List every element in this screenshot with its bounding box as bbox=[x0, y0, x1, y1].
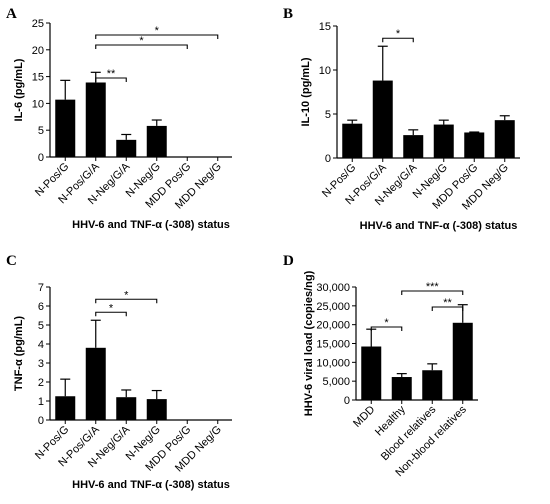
significance-label: ** bbox=[107, 68, 116, 80]
y-axis-title: TNF-α (pg/mL) bbox=[13, 316, 25, 392]
y-tick-label: 0 bbox=[38, 415, 44, 427]
y-tick-label: 10 bbox=[319, 65, 331, 77]
significance-label: * bbox=[155, 25, 160, 37]
panel-letter: A bbox=[6, 6, 17, 22]
y-tick-label: 2 bbox=[38, 377, 44, 389]
y-tick-label: 15 bbox=[319, 21, 331, 33]
significance-bracket bbox=[95, 298, 158, 304]
y-tick-label: 25,000 bbox=[316, 301, 350, 313]
bar bbox=[372, 80, 393, 158]
y-tick-label: 5 bbox=[325, 109, 331, 121]
bar bbox=[85, 347, 106, 420]
y-tick-label: 5 bbox=[38, 320, 44, 332]
category-label: MDD bbox=[351, 404, 377, 430]
y-axis-title: IL-6 (pg/mL) bbox=[13, 58, 25, 121]
y-tick-label: 15,000 bbox=[316, 339, 350, 351]
y-tick-label: 15 bbox=[32, 72, 44, 84]
significance-label: * bbox=[124, 289, 129, 301]
bar bbox=[85, 82, 106, 157]
y-tick-label: 5 bbox=[38, 125, 44, 137]
significance-label: * bbox=[396, 28, 401, 40]
y-tick-label: 20,000 bbox=[316, 320, 350, 332]
bar bbox=[433, 124, 454, 158]
bar bbox=[342, 123, 363, 158]
bar bbox=[361, 346, 382, 400]
bar bbox=[116, 397, 137, 420]
x-axis-title: HHV-6 and TNF-α (-308) status bbox=[360, 220, 518, 232]
significance-label: * bbox=[109, 302, 114, 314]
y-tick-label: 3 bbox=[38, 358, 44, 370]
significance-bracket bbox=[95, 34, 219, 39]
y-tick-label: 10,000 bbox=[316, 357, 350, 369]
bar bbox=[464, 132, 485, 158]
bar bbox=[391, 377, 412, 400]
y-tick-label: 0 bbox=[325, 153, 331, 165]
panel-letter: D bbox=[283, 253, 294, 269]
bar bbox=[116, 139, 137, 157]
y-tick-label: 10 bbox=[32, 98, 44, 110]
y-axis-title: HHV-6 viral load (copies/ng) bbox=[303, 270, 315, 416]
y-tick-label: 6 bbox=[38, 301, 44, 313]
significance-bracket bbox=[95, 77, 127, 82]
significance-bracket bbox=[431, 306, 464, 311]
y-tick-label: 0 bbox=[38, 152, 44, 164]
y-tick-label: 0 bbox=[344, 395, 350, 407]
significance-label: * bbox=[139, 35, 144, 47]
bar bbox=[403, 135, 424, 158]
panel-letter: B bbox=[283, 6, 293, 22]
y-tick-label: 1 bbox=[38, 396, 44, 408]
y-tick-label: 7 bbox=[38, 282, 44, 294]
panel-letter: C bbox=[6, 253, 17, 269]
bar bbox=[494, 120, 515, 158]
bar bbox=[55, 396, 76, 420]
bar bbox=[55, 99, 76, 157]
y-tick-label: 5,000 bbox=[322, 376, 350, 388]
bar bbox=[452, 322, 473, 400]
x-axis-title: HHV-6 and TNF-α (-308) status bbox=[72, 479, 230, 491]
significance-bracket bbox=[382, 37, 414, 43]
significance-bracket bbox=[401, 290, 464, 295]
significance-label: *** bbox=[426, 281, 440, 293]
x-axis-title: HHV-6 and TNF-α (-308) status bbox=[72, 219, 230, 231]
significance-bracket bbox=[370, 326, 403, 331]
bar bbox=[146, 399, 167, 420]
bar bbox=[422, 370, 443, 400]
bar bbox=[146, 125, 167, 157]
significance-bracket bbox=[95, 44, 188, 49]
y-tick-label: 20 bbox=[32, 45, 44, 57]
significance-bracket bbox=[95, 311, 127, 317]
significance-label: ** bbox=[443, 297, 452, 309]
y-axis-title: IL-10 (pg/mL) bbox=[300, 57, 312, 126]
panel-d: D 0 5,000 10,000 15,000 20,000 25,000 30,000HHV… bbox=[283, 253, 478, 479]
y-tick-label: 30,000 bbox=[316, 282, 350, 294]
significance-label: * bbox=[384, 317, 389, 329]
y-tick-label: 4 bbox=[38, 339, 44, 351]
y-tick-label: 25 bbox=[32, 18, 44, 30]
